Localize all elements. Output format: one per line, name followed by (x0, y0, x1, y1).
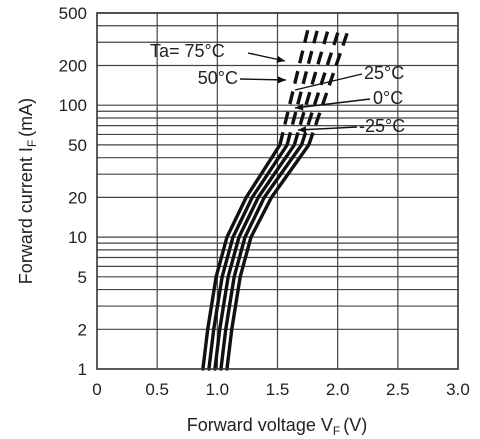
tick-labels: 0 0.5 1.0 1.5 2.0 2.5 3.0 1 2 5 10 20 50 100 200 500 (59, 4, 470, 399)
leader-line (297, 126, 358, 131)
x-axis-title-main: Forward voltage V (187, 415, 333, 435)
series-label: Ta= 75°C (150, 41, 225, 61)
leader-arrowhead (298, 126, 307, 134)
x-tick-label: 1.0 (206, 380, 230, 399)
series-label: 50°C (198, 68, 238, 88)
x-axis-title-sub: F (333, 424, 340, 438)
y-axis-title-sub: F (25, 140, 39, 147)
x-axis-title-unit: (V) (343, 415, 367, 435)
plot-frame (96, 12, 459, 370)
grid-lines (97, 12, 458, 369)
leader-arrowhead (276, 55, 285, 63)
y-tick-label: 2 (78, 320, 87, 339)
leader-line (294, 73, 363, 91)
series-line-solid-3 (219, 143, 304, 371)
y-tick-label: 1 (78, 360, 87, 379)
y-tick-label: 500 (59, 4, 87, 23)
x-tick-label: 2.5 (386, 380, 410, 399)
x-tick-label: 0 (92, 380, 101, 399)
series-line-solid-1 (207, 143, 289, 371)
leader-arrowhead (295, 103, 304, 111)
y-tick-label: 20 (68, 188, 87, 207)
series-label: 25°C (364, 63, 404, 83)
leader-line (294, 98, 371, 109)
x-tick-label: 2.0 (326, 380, 350, 399)
y-tick-label: 10 (68, 228, 87, 247)
x-tick-label: 3.0 (446, 380, 470, 399)
x-tick-label: 0.5 (145, 380, 169, 399)
series-label: -25°C (359, 116, 405, 136)
series-line-solid-0 (201, 143, 282, 371)
x-axis-title: Forward voltage VF (V) (187, 415, 367, 438)
series-label: 0°C (373, 88, 403, 108)
y-axis-title-main: Forward current I (16, 147, 36, 284)
y-tick-label: 5 (78, 268, 87, 287)
y-tick-label: 100 (59, 96, 87, 115)
y-axis-title: Forward current IF (mA) (16, 98, 39, 284)
leader-arrowhead (277, 76, 286, 84)
series-line-solid-4 (225, 143, 311, 371)
y-tick-label: 200 (59, 56, 87, 75)
x-tick-label: 1.5 (266, 380, 290, 399)
y-tick-label: 50 (68, 136, 87, 155)
y-axis-title-unit: (mA) (16, 98, 36, 137)
curve-group (201, 25, 352, 371)
series-line-solid-2 (213, 143, 297, 371)
curve-labels: Ta= 75°C 50°C 25°C 0°C -25°C (150, 41, 405, 136)
